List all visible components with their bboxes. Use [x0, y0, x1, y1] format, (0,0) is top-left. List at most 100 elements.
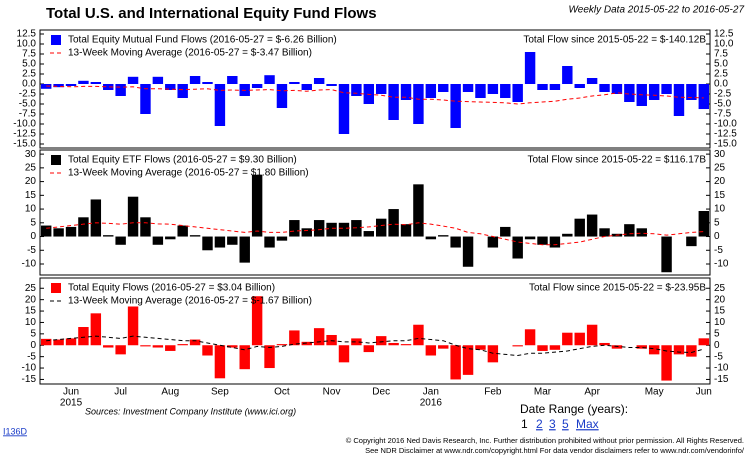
y-tick-label: -12.5	[13, 129, 36, 140]
chart-title: Total U.S. and International Equity Fund…	[46, 5, 377, 22]
bar	[500, 84, 511, 98]
bar	[202, 236, 213, 251]
range-option[interactable]: 5	[562, 417, 569, 431]
bar	[53, 228, 64, 237]
y-tick-label: 7.5	[22, 49, 36, 60]
bar	[103, 235, 114, 237]
legend-marker	[51, 283, 61, 293]
copyright: © Copyright 2016 Ned Davis Research, Inc…	[346, 436, 744, 445]
y-tick-label: -5.0	[19, 99, 37, 110]
bar	[165, 84, 176, 90]
bar	[375, 336, 387, 346]
bar	[338, 84, 350, 134]
chart-code[interactable]: I136D	[3, 426, 28, 436]
bar	[239, 236, 250, 263]
bar	[413, 84, 424, 124]
y-tick-label: -7.5	[714, 109, 732, 120]
bar	[524, 329, 536, 346]
bar	[661, 345, 672, 381]
y-tick-label: 15	[25, 190, 37, 201]
bar	[177, 84, 188, 98]
panel-frame	[39, 149, 711, 276]
bar	[140, 84, 151, 114]
bar	[189, 235, 201, 237]
bar	[326, 222, 337, 237]
range-option[interactable]: 1	[521, 417, 528, 431]
bar	[438, 345, 449, 349]
y-tick-label: 10	[25, 204, 37, 215]
y-tick-label: -15.0	[13, 139, 36, 150]
bar	[53, 339, 64, 346]
panel-frame	[39, 29, 711, 149]
y-tick-label: -12.5	[714, 129, 737, 140]
bar	[450, 236, 461, 248]
x-tick-label: Aug	[161, 387, 179, 398]
legend-label: 13-Week Moving Average (2016-05-27 = $-1…	[68, 296, 312, 307]
y-tick-label: 0.0	[22, 79, 36, 90]
range-option[interactable]: 2	[536, 417, 543, 431]
y-tick-label: 10.0	[17, 39, 37, 50]
bar	[301, 84, 312, 90]
y-tick-label: -15.0	[714, 139, 737, 150]
y-tick-label: 2.5	[714, 69, 728, 80]
range-option[interactable]: 3	[549, 417, 556, 431]
y-tick-label: -10	[714, 363, 729, 374]
bar	[462, 345, 474, 375]
y-tick-label: 30	[25, 149, 37, 160]
y-tick-label: 5	[714, 328, 720, 339]
bar	[78, 80, 89, 84]
range-option[interactable]: Max	[576, 417, 599, 431]
bar	[115, 236, 126, 245]
bar	[624, 224, 635, 237]
bar	[549, 84, 561, 90]
y-tick-label: 30	[714, 149, 726, 160]
bar	[90, 82, 102, 84]
bar	[326, 334, 337, 346]
bar	[549, 236, 561, 248]
y-tick-label: -10	[714, 259, 729, 270]
bar	[574, 84, 585, 88]
x-tick-label: Jul	[114, 387, 127, 398]
bar	[438, 84, 449, 92]
bar	[438, 235, 449, 237]
bar	[214, 84, 226, 126]
bar	[202, 82, 213, 84]
y-tick-label: -7.5	[19, 109, 37, 120]
bar	[487, 84, 499, 94]
bar	[78, 327, 89, 346]
y-tick-label: 20	[25, 176, 37, 187]
bar	[65, 226, 77, 237]
bar	[227, 76, 238, 84]
y-tick-label: -15	[22, 374, 37, 385]
y-tick-label: 0	[714, 340, 720, 351]
bar	[512, 345, 523, 347]
bar	[40, 225, 52, 237]
y-tick-label: 5	[30, 217, 36, 228]
bar	[611, 345, 623, 349]
x-year-label: 2016	[420, 398, 443, 409]
bar	[537, 84, 548, 90]
bar	[450, 345, 461, 380]
bar	[227, 236, 238, 245]
bar	[351, 220, 362, 237]
y-tick-label: -15	[714, 374, 729, 385]
x-tick-label: Mar	[534, 387, 552, 398]
bar	[53, 84, 64, 88]
legend-marker	[51, 35, 61, 45]
annotation: Total Flow since 2015-05-22 = $116.17B	[527, 155, 706, 166]
bar	[400, 84, 412, 100]
bar	[512, 84, 523, 102]
bar	[673, 345, 685, 355]
y-tick-label: -5	[27, 351, 36, 362]
bar	[599, 228, 610, 237]
bar	[363, 231, 375, 237]
y-tick-label: 0	[30, 340, 36, 351]
y-tick-label: 5	[714, 217, 720, 228]
legend-label: 13-Week Moving Average (2016-05-27 = $-3…	[68, 48, 312, 59]
x-year-label: 2015	[60, 398, 83, 409]
bar	[475, 345, 486, 350]
bar	[115, 84, 126, 96]
panel-frame	[39, 277, 711, 385]
bar	[152, 76, 164, 84]
y-tick-label: 0.0	[714, 79, 728, 90]
